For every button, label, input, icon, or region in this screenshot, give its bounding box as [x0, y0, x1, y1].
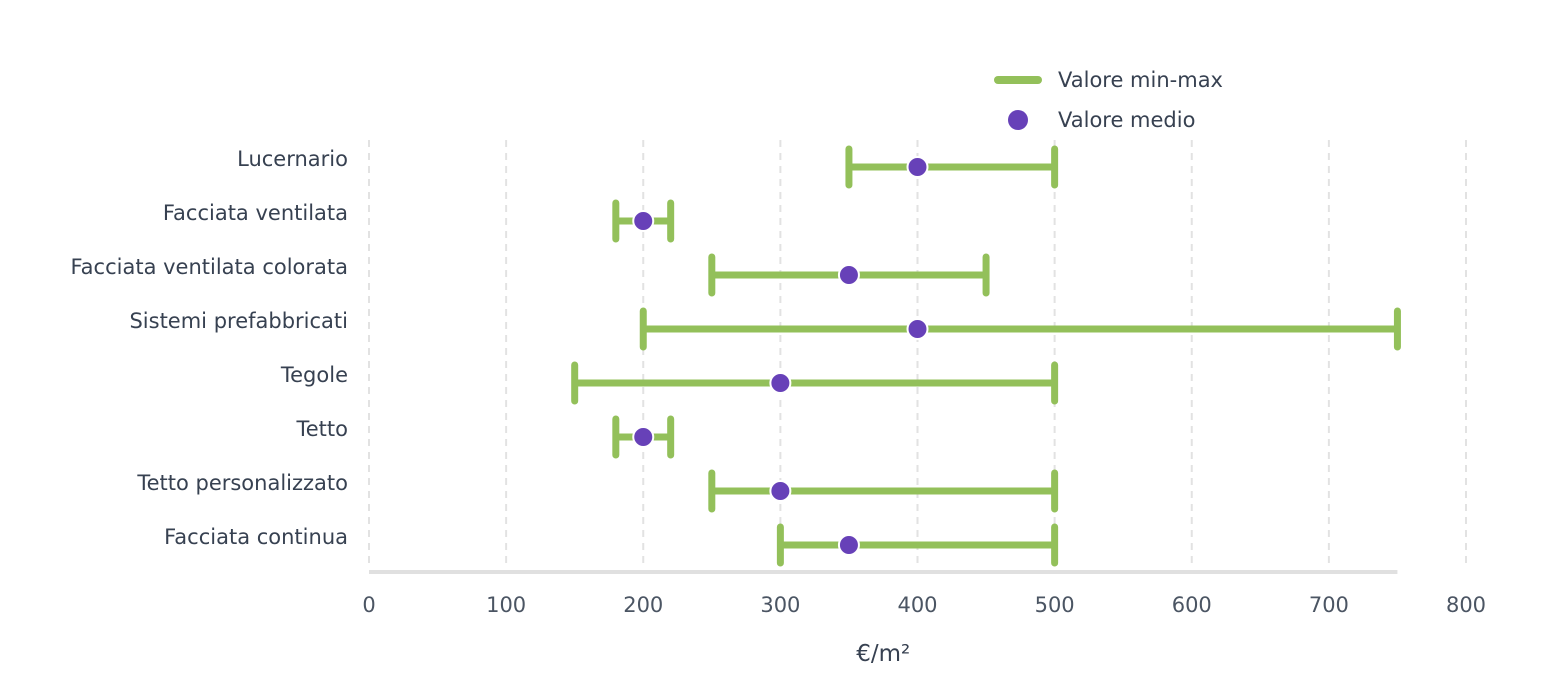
mean-point — [837, 534, 860, 556]
mean-point — [837, 264, 860, 286]
legend-range-label: Valore min-max — [1058, 68, 1223, 92]
legend-mean-label: Valore medio — [1058, 108, 1195, 132]
category-label: Facciata continua — [164, 525, 348, 549]
x-tick-label: 800 — [1446, 593, 1486, 617]
range-bar — [639, 307, 1401, 351]
x-tick-label: 700 — [1309, 593, 1349, 617]
category-label: Tetto — [296, 417, 349, 441]
mean-points — [632, 156, 929, 556]
category-labels: Lucernario Facciata ventilata Facciata ven… — [71, 147, 348, 549]
grid-lines — [368, 140, 1467, 568]
x-tick-label: 300 — [760, 593, 800, 617]
mean-point — [906, 156, 929, 178]
category-label: Tegole — [280, 363, 348, 387]
x-axis-title: €/m² — [856, 641, 910, 667]
x-tick-label: 500 — [1035, 593, 1075, 617]
category-label: Tetto personalizzato — [136, 471, 348, 495]
mean-point — [632, 426, 655, 448]
x-tick-label: 600 — [1172, 593, 1212, 617]
mean-point — [769, 372, 792, 394]
x-tick-label: 0 — [362, 593, 375, 617]
x-tick-labels: 0 100 200 300 400 500 600 700 800 — [362, 593, 1486, 617]
x-tick-label: 400 — [897, 593, 937, 617]
mean-point — [769, 480, 792, 502]
range-bar — [571, 361, 1059, 405]
range-bars — [571, 145, 1401, 567]
range-bar — [776, 523, 1059, 567]
legend-mean-swatch — [1008, 110, 1028, 130]
range-bar — [845, 145, 1059, 189]
x-tick-label: 200 — [623, 593, 663, 617]
mean-point — [632, 210, 655, 232]
category-label: Facciata ventilata colorata — [71, 255, 348, 279]
range-bar — [708, 469, 1059, 513]
category-label: Sistemi prefabbricati — [129, 309, 348, 333]
category-label: Facciata ventilata — [163, 201, 348, 225]
legend: Valore min-max Valore medio — [994, 68, 1223, 132]
category-label: Lucernario — [237, 147, 348, 171]
x-tick-label: 100 — [486, 593, 526, 617]
mean-point — [906, 318, 929, 340]
